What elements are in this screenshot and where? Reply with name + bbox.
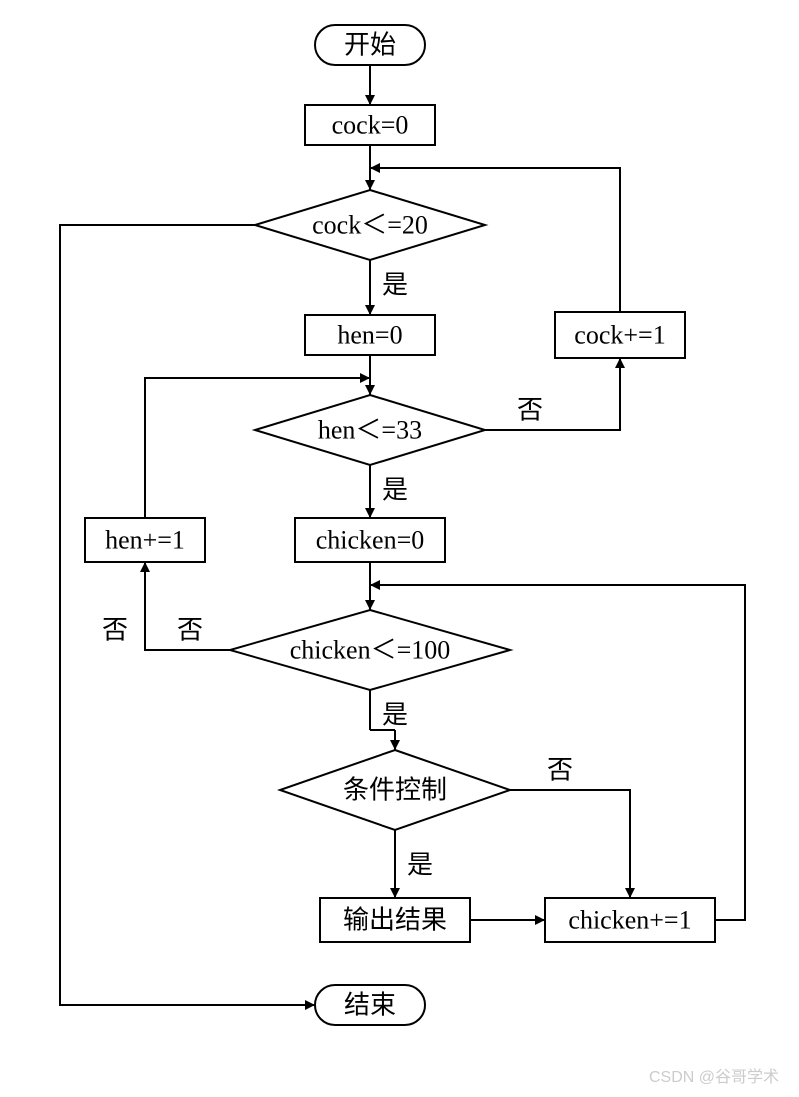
ctrl-yes-label: 是: [407, 851, 433, 880]
end-label: 结束: [344, 991, 396, 1020]
ctrl-no-label: 否: [547, 756, 573, 785]
decision-cock-cond: cock＜=20: [255, 190, 485, 260]
cock-no-outer-label: 否: [102, 616, 128, 645]
terminator-end: 结束: [315, 985, 425, 1025]
cock-yes-label: 是: [382, 271, 408, 300]
cock-inc-label: cock+=1: [574, 321, 665, 350]
process-chicken-inc: chicken+=1: [545, 898, 715, 942]
chicken-init-label: chicken=0: [316, 526, 425, 555]
edge-hencond-no: [485, 358, 620, 430]
process-hen-init: hen=0: [305, 315, 435, 355]
decision-hen-cond: hen＜=33: [255, 395, 485, 465]
hen-init-label: hen=0: [337, 321, 402, 350]
hen-inc-label: hen+=1: [105, 526, 185, 555]
process-cock-inc: cock+=1: [555, 312, 685, 358]
chicken-inc-label: chicken+=1: [568, 906, 691, 935]
decision-chicken-cond: chicken＜=100: [230, 610, 510, 690]
decision-ctrl-cond: 条件控制: [280, 750, 510, 830]
edge-heninc-loopback: [145, 378, 370, 518]
output-label: 输出结果: [343, 906, 447, 935]
start-label: 开始: [344, 31, 396, 60]
chicken-yes-label: 是: [382, 701, 408, 730]
hen-cond-label: hen＜=33: [318, 416, 422, 445]
process-cock-init: cock=0: [305, 105, 435, 145]
process-hen-inc: hen+=1: [85, 518, 205, 562]
flowchart-canvas: 开始 cock=0 cock＜=20 是 hen=0 cock+=1 hen＜=…: [0, 0, 799, 1097]
watermark-text: CSDN @谷哥学术: [649, 1063, 779, 1087]
ctrl-cond-label: 条件控制: [343, 776, 447, 805]
chicken-no-left-label: 否: [177, 616, 203, 645]
terminator-start: 开始: [315, 25, 425, 65]
process-chicken-init: chicken=0: [295, 518, 445, 562]
hen-yes-label: 是: [382, 476, 408, 505]
cock-init-label: cock=0: [332, 111, 409, 140]
edge-ctrlcond-no: [510, 790, 630, 898]
hen-no-label: 否: [517, 396, 543, 425]
cock-cond-label: cock＜=20: [312, 211, 428, 240]
chicken-cond-label: chicken＜=100: [290, 636, 451, 665]
process-output: 输出结果: [320, 898, 470, 942]
